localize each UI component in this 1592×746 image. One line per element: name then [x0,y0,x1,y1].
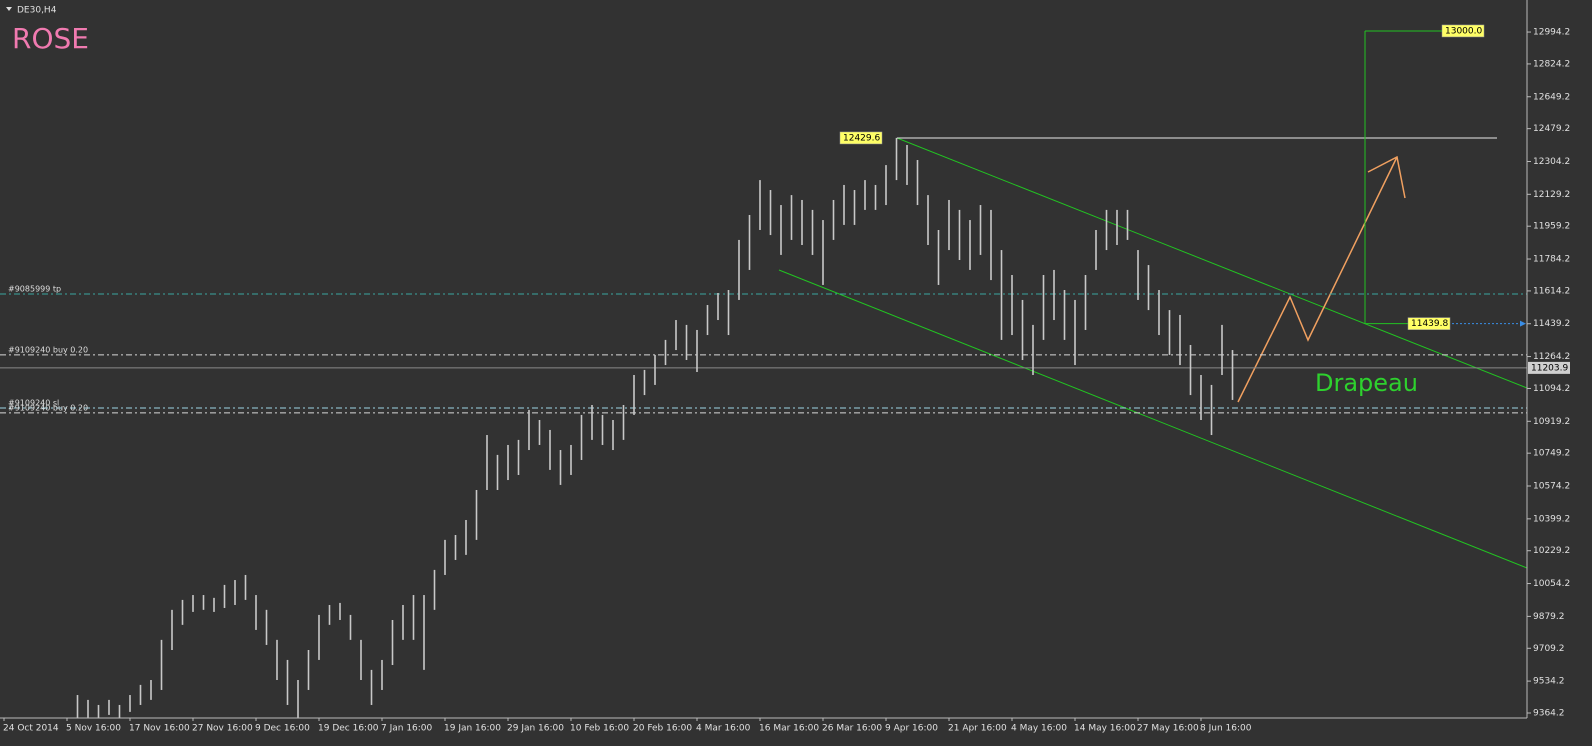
y-tick-label: 11439.2 [1533,319,1570,329]
x-tick-label: 14 May 16:00 [1074,724,1136,734]
x-tick-label: 26 Mar 16:00 [822,724,882,734]
x-tick-label: 7 Jan 16:00 [381,724,433,734]
y-tick-label: 11614.2 [1533,286,1570,296]
x-tick-label: 27 May 16:00 [1137,724,1199,734]
y-tick-label: 10919.2 [1533,417,1570,427]
channel-upper [896,137,1527,389]
y-tick-label: 9534.2 [1533,677,1565,687]
y-tick-label: 12824.2 [1533,59,1570,69]
y-tick-label: 10054.2 [1533,579,1570,589]
y-tick-label: 10574.2 [1533,482,1570,492]
symbol-title: DE30,H4 [17,6,57,16]
x-tick-label: 17 Nov 16:00 [129,724,190,734]
x-tick-label: 16 Mar 16:00 [759,724,819,734]
y-tick-label: 11264.2 [1533,352,1570,362]
plot-area [0,137,1527,718]
y-tick-label: 11784.2 [1533,255,1570,265]
y-tick-label: 10749.2 [1533,449,1570,459]
x-tick-label: 29 Jan 16:00 [507,724,564,734]
y-tick-label: 10399.2 [1533,514,1570,524]
x-tick-label: 4 Mar 16:00 [696,724,751,734]
current-price-label: 11203.9 [1531,363,1568,373]
y-tick-label: 12479.2 [1533,124,1570,134]
price-label: 12429.6 [843,133,880,143]
y-tick-label: 9879.2 [1533,612,1565,622]
x-tick-label: 8 Jun 16:00 [1200,724,1252,734]
x-tick-label: 24 Oct 2014 [3,724,59,734]
y-tick-label: 9709.2 [1533,644,1565,654]
watermark-label: ROSE [12,22,89,55]
y-tick-label: 10229.2 [1533,546,1570,556]
y-tick-label: 12994.2 [1533,28,1570,38]
breakout-arrow [1520,320,1526,327]
channel-lower [778,269,1527,569]
y-tick-label: 12649.2 [1533,92,1570,102]
x-tick-label: 10 Feb 16:00 [570,724,629,734]
price-label: 11439.8 [1411,319,1448,329]
x-tick-label: 19 Jan 16:00 [444,724,501,734]
price-label: 13000.0 [1445,26,1482,36]
order-label: #9109240 buy 0.20 [8,345,88,354]
y-tick-label: 12304.2 [1533,157,1570,167]
x-tick-label: 9 Apr 16:00 [885,724,938,734]
projection-arrow [1237,156,1398,403]
order-label: #9109240 sl [8,399,59,408]
y-tick-label: 9364.2 [1533,708,1565,718]
arrow-head [1367,155,1406,199]
x-tick-label: 4 May 16:00 [1011,724,1067,734]
y-tick-label: 11959.2 [1533,222,1570,232]
current-price-box [1528,361,1570,374]
y-tick-label: 12129.2 [1533,190,1570,200]
y-tick-label: 11094.2 [1533,384,1570,394]
order-label: #9085999 tp [8,284,61,293]
price-label-box [839,131,883,145]
order-label: #9109240 buy 0.20 [8,403,88,412]
menu-icon[interactable] [6,7,12,11]
x-tick-label: 5 Nov 16:00 [66,724,121,734]
x-tick-label: 20 Feb 16:00 [633,724,692,734]
x-tick-label: 9 Dec 16:00 [255,724,310,734]
price-label-box [1407,317,1451,330]
x-tick-label: 27 Nov 16:00 [192,724,253,734]
x-tick-label: 21 Apr 16:00 [948,724,1007,734]
price-label-box [1441,24,1485,38]
x-tick-label: 19 Dec 16:00 [318,724,379,734]
pattern-label: Drapeau [1315,369,1418,397]
